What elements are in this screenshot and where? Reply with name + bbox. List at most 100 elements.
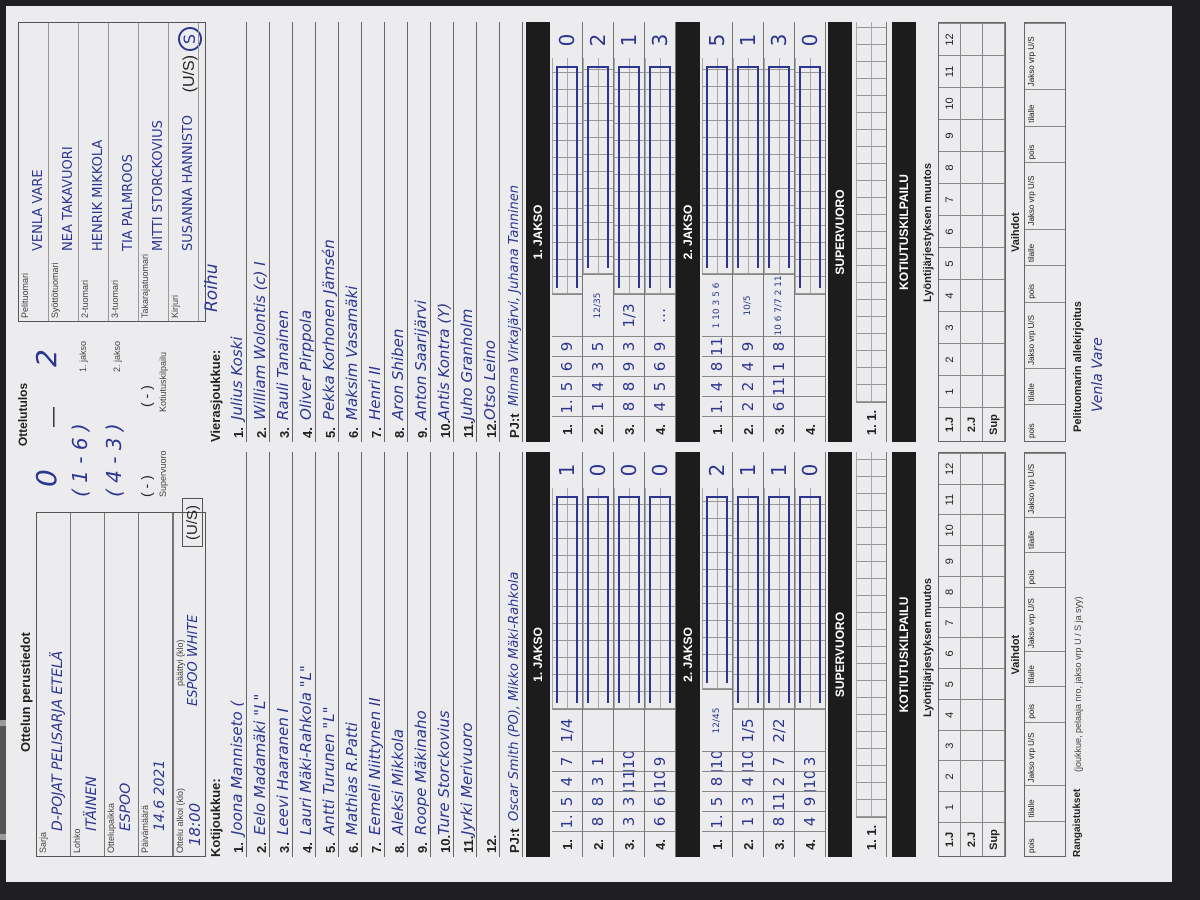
lineup-cell[interactable] xyxy=(961,576,983,607)
lineup-cell[interactable] xyxy=(961,311,983,343)
inning-score[interactable]: 2 xyxy=(586,33,610,47)
lineup-cell[interactable] xyxy=(983,791,1005,822)
batter-cell[interactable]: 7 xyxy=(764,751,794,771)
lineup-cell[interactable]: 11 xyxy=(939,55,961,87)
batter-cell[interactable]: J10 xyxy=(795,771,825,791)
batter-cell[interactable]: 6 xyxy=(645,356,675,376)
lineup-cell[interactable] xyxy=(961,23,983,55)
run-grid[interactable] xyxy=(583,58,613,274)
batter-cell[interactable]: 1 10 3 5 6 xyxy=(702,274,732,336)
lineup-cell[interactable] xyxy=(983,668,1005,699)
batter-cell[interactable]: 4 xyxy=(795,811,825,831)
batter-cell[interactable]: 4 xyxy=(702,376,732,396)
lineup-cell[interactable] xyxy=(983,576,1005,607)
subs-header[interactable]: Jakso vrp U/S xyxy=(1025,23,1065,90)
lineup-cell[interactable]: 10 xyxy=(939,87,961,119)
info-field-value[interactable]: ITÄINEN xyxy=(84,776,100,831)
batter-cell[interactable]: 11 xyxy=(764,376,794,396)
lineup-cell[interactable] xyxy=(961,119,983,151)
batter-cell[interactable]: 8 xyxy=(583,811,613,831)
player-name[interactable]: Rauli Tanainen xyxy=(274,309,292,420)
inning-score[interactable]: 0 xyxy=(798,33,822,47)
inning-score[interactable]: 0 xyxy=(586,463,610,477)
total-home[interactable]: 0 xyxy=(30,469,63,487)
batter-cell[interactable]: … xyxy=(645,294,675,336)
player-name[interactable]: Joona Manniseto ( xyxy=(228,700,246,835)
player-name[interactable]: Leevi Haaranen I xyxy=(274,707,292,835)
batter-cell[interactable]: 3 xyxy=(795,751,825,771)
official-value[interactable]: SUSANNA HANNISTO xyxy=(181,114,196,251)
run-grid[interactable] xyxy=(614,488,644,709)
player-name[interactable]: Otso Leino xyxy=(481,340,499,420)
start-value[interactable]: 18:00 xyxy=(186,802,204,846)
batter-cell[interactable]: 11 xyxy=(702,336,732,356)
batter-cell[interactable]: 5 xyxy=(645,376,675,396)
subs-header[interactable]: Jakso vrp U/S xyxy=(1025,453,1065,517)
batter-cell[interactable]: J11 xyxy=(614,771,644,791)
batter-cell[interactable]: 8 xyxy=(764,811,794,831)
batter-cell[interactable]: 5 xyxy=(552,791,582,811)
batter-cell[interactable]: 9 xyxy=(645,336,675,356)
lineup-cell[interactable]: 4 xyxy=(939,699,961,730)
inning-score[interactable]: 5 xyxy=(705,33,729,47)
referee-signature[interactable]: Venla Vare xyxy=(1090,337,1106,412)
batter-cell[interactable]: 2/2 xyxy=(764,709,794,751)
lineup-cell[interactable]: 7 xyxy=(939,183,961,215)
pj-names[interactable]: Minna Virkajärvi, Juhana Tanninen xyxy=(507,185,522,406)
subs-header[interactable]: tilalle xyxy=(1025,651,1065,687)
subs-header[interactable]: pois xyxy=(1025,686,1065,722)
player-name[interactable]: Aleksi Mikkola xyxy=(389,728,407,835)
subs-header[interactable]: pois xyxy=(1025,552,1065,588)
run-grid[interactable] xyxy=(552,58,582,294)
lineup-cell[interactable]: 12 xyxy=(939,23,961,55)
batter-cell[interactable]: 1 xyxy=(583,751,613,771)
player-name[interactable]: Juho Granholm xyxy=(458,308,476,420)
run-grid[interactable] xyxy=(702,488,732,689)
run-grid[interactable] xyxy=(645,488,675,709)
subs-header[interactable]: tilalle xyxy=(1025,228,1065,266)
batter-cell[interactable]: 1 xyxy=(583,396,613,416)
batter-cell[interactable]: 6 xyxy=(552,356,582,376)
inning-score[interactable]: 0 xyxy=(555,33,579,47)
batter-cell[interactable]: 8 xyxy=(702,356,732,376)
inning-score[interactable]: 0 xyxy=(617,463,641,477)
inning-score[interactable]: 1 xyxy=(555,463,579,477)
lineup-cell[interactable] xyxy=(983,729,1005,761)
lineup-cell[interactable]: 11 xyxy=(939,483,961,515)
batter-cell[interactable]: 12/45 xyxy=(702,689,732,751)
lineup-cell[interactable] xyxy=(983,514,1005,546)
player-name[interactable]: William Wolontis (c) I xyxy=(251,261,269,420)
batter-cell[interactable]: 4 xyxy=(733,356,763,376)
official-value[interactable]: TIA PALMROOS xyxy=(121,154,136,251)
batter-cell[interactable] xyxy=(552,294,582,336)
lineup-cell[interactable] xyxy=(961,668,983,699)
batter-cell[interactable]: 8 xyxy=(614,376,644,396)
lineup-cell[interactable]: 2 xyxy=(939,760,961,792)
batter-cell[interactable]: 12/35 xyxy=(583,274,613,336)
subs-header[interactable]: pois xyxy=(1025,820,1065,856)
subs-header[interactable]: Jakso vrp U/S xyxy=(1025,721,1065,786)
player-name[interactable]: Oliver Pirppola xyxy=(297,309,315,420)
lineup-cell[interactable] xyxy=(961,279,983,311)
run-grid[interactable] xyxy=(583,488,613,709)
batter-cell[interactable]: 6 xyxy=(764,396,794,416)
lineup-cell[interactable] xyxy=(983,545,1005,576)
lineup-cell[interactable] xyxy=(961,247,983,279)
away-team-name[interactable]: Roihu xyxy=(202,263,222,313)
batter-cell[interactable] xyxy=(795,376,825,396)
subs-header[interactable]: tilalle xyxy=(1025,89,1065,126)
batter-cell[interactable] xyxy=(795,294,825,336)
official-value[interactable]: HENRIK MIKKOLA xyxy=(91,139,106,251)
batter-cell[interactable]: 8 xyxy=(764,336,794,356)
lineup-cell[interactable] xyxy=(961,545,983,576)
batter-cell[interactable] xyxy=(795,709,825,751)
subs-header[interactable]: tilalle xyxy=(1025,367,1065,405)
batter-cell[interactable]: 1 xyxy=(733,811,763,831)
batter-cell[interactable] xyxy=(614,709,644,751)
batter-cell[interactable]: 7 xyxy=(552,751,582,771)
lineup-cell[interactable] xyxy=(961,343,983,375)
player-name[interactable]: Eelo Madamäki "L" xyxy=(251,693,269,835)
lineup-cell[interactable] xyxy=(961,87,983,119)
lineup-cell[interactable] xyxy=(983,55,1005,87)
batter-cell[interactable]: 4 xyxy=(733,771,763,791)
